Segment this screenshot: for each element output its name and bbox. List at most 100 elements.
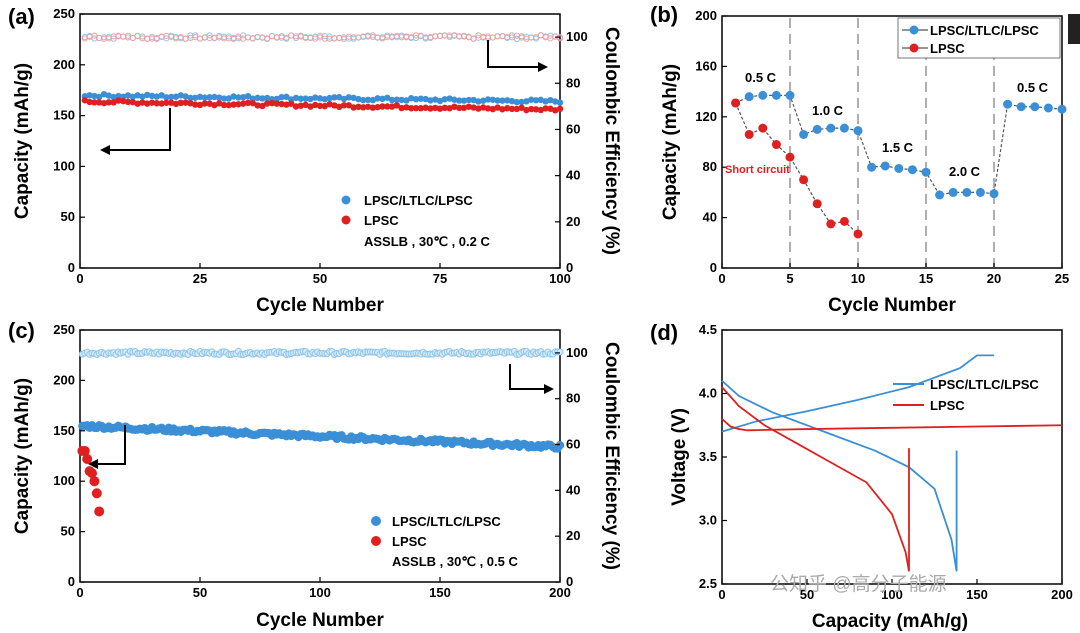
capacity-point [537,96,544,104]
data-point [894,163,904,173]
capacity-point [393,102,400,109]
y-tick-label: 80 [703,159,717,174]
x-tick-label: 200 [549,585,571,600]
voltage-curve-charge [721,354,994,433]
data-point [948,187,958,197]
capacity-point [494,97,501,104]
capacity-point [556,99,564,106]
data-point [1057,104,1067,114]
efficiency-point [264,35,271,43]
panel-b-ylabel: Capacity (mAh/g) [660,64,681,220]
y-tick-label: 2.5 [699,576,717,591]
series-line [735,102,859,235]
capacity-point [504,97,511,104]
capacity-point [470,96,477,104]
capacity-point [451,103,458,110]
capacity-point [264,100,271,107]
panel-c-condition-note: ASSLB , 30℃ , 0.5 C [392,554,518,569]
capacity-point [475,98,482,105]
capacity-point [388,103,396,110]
capacity-point [120,97,127,105]
capacity-point [297,95,304,102]
data-point [1030,102,1040,112]
panel-a: (a) 0 25 50 75 10005010015020025002040608010… [8,4,622,316]
y2-tick-label: 60 [566,121,580,136]
capacity-point [302,95,309,102]
data-point [785,152,795,162]
capacity-point [244,99,252,107]
y2-tick-label: 100 [566,345,588,360]
capacity-point [494,104,501,111]
data-point [962,187,972,197]
panel-b: (b) 0 5 10 15 20 25 0 40 80 120 160 200 Cycle Numbe… [650,2,1069,316]
capacity-point [254,102,261,109]
panel-c-capacity-axis-arrow [88,425,126,469]
x-tick-label: 100 [881,587,903,602]
y-tick-label: 200 [695,8,717,23]
y2-tick-label: 80 [566,391,580,406]
capacity-point [264,94,271,102]
capacity-point [196,93,204,101]
capacity-point [460,104,468,112]
efficiency-point [556,348,564,356]
capacity-point [81,97,89,104]
capacity-point-lpsc [89,476,100,487]
legend-label-d-lpsc-ltlc-lpsc: LPSC/LTLC/LPSC [930,377,1039,392]
efficiency-point [379,35,386,42]
capacity-point-lpsc [79,445,90,456]
capacity-point [124,98,132,106]
capacity-point [331,94,338,101]
capacity-point [153,93,160,100]
capacity-point [542,105,549,112]
capacity-point [134,92,141,99]
data-point [1043,103,1053,113]
capacity-point [432,104,439,112]
voltage-curve-charge [721,418,1063,432]
capacity-point [513,98,520,106]
capacity-point [220,95,228,102]
x-tick-label: 50 [313,271,327,286]
capacity-point [96,93,103,101]
capacity-point [105,92,113,99]
efficiency-point [206,32,213,39]
y2-tick-label: 40 [566,168,580,183]
capacity-point [254,94,261,102]
capacity-point [379,95,386,103]
y-tick-label: 40 [703,210,717,225]
capacity-point [259,95,266,102]
efficiency-point [216,32,223,40]
y-tick-label: 0 [68,260,75,275]
capacity-point [105,99,113,106]
capacity-point [240,93,247,101]
capacity-point [292,103,300,110]
data-point [853,126,863,136]
capacity-point [163,94,170,101]
capacity-point [182,99,189,106]
capacity-point [489,96,496,103]
efficiency-point [230,35,237,43]
data-point [921,167,931,177]
capacity-point [134,100,141,107]
data-point [839,216,849,226]
data-point [839,123,849,133]
capacity-point [542,98,549,105]
capacity-point [177,99,184,107]
data-point [989,189,999,199]
efficiency-point [192,32,199,39]
capacity-point [268,99,276,107]
capacity-point [379,103,386,110]
capacity-point [187,94,194,102]
capacity-point [148,92,156,100]
y2-tick-label: 0 [566,574,573,589]
capacity-point [273,100,280,107]
panel-a-capacity-axis-arrow [100,108,171,155]
panel-a-efficiency-axis-arrow [487,40,548,72]
capacity-point [192,101,199,108]
x-tick-label: 150 [966,587,988,602]
capacity-point [523,106,530,114]
data-point [771,90,781,100]
y-tick-label: 3.5 [699,449,717,464]
capacity-point [225,95,232,102]
y-tick-label: 100 [53,473,75,488]
x-tick-label: 20 [987,271,1001,286]
